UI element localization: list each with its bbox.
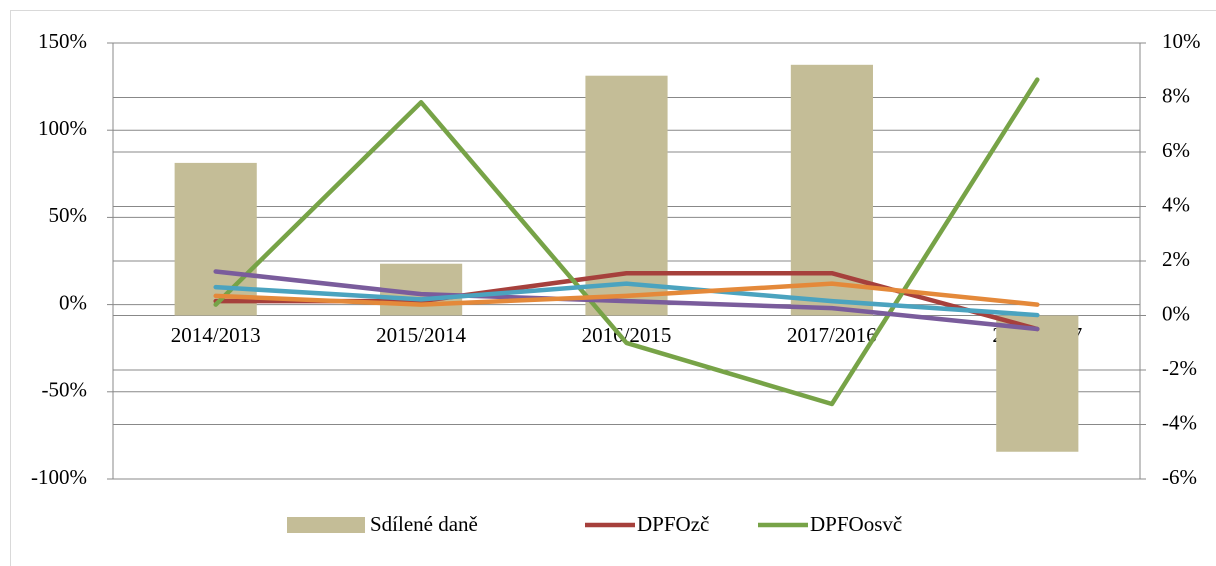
x-tick-label: 2015/2014 [376, 323, 466, 347]
y2-tick-label: 6% [1162, 138, 1190, 162]
bar [996, 315, 1079, 452]
y-tick-label: -50% [42, 378, 88, 402]
legend-label: DPFOzč [637, 512, 709, 536]
y-tick-label: -100% [31, 465, 87, 489]
y-tick-label: 100% [38, 116, 87, 140]
y-tick-label: 0% [59, 290, 87, 314]
y2-tick-label: -2% [1162, 356, 1197, 380]
bar [174, 162, 257, 316]
y2-tick-label: 8% [1162, 83, 1190, 107]
x-tick-label: 2014/2013 [171, 323, 261, 347]
y2-tick-label: 10% [1162, 29, 1201, 53]
legend-label: DPFOosvč [810, 512, 902, 536]
line-series [213, 269, 1040, 332]
bar [585, 75, 668, 316]
chart-frame [10, 10, 1216, 566]
legend-label: Sdílené daně [370, 512, 478, 536]
legend-swatch [287, 517, 365, 533]
x-tick-label: 2017/2016 [787, 323, 877, 347]
line-series [213, 77, 1040, 407]
y2-tick-label: -4% [1162, 410, 1197, 434]
y-tick-label: 50% [49, 203, 88, 227]
line-series [213, 281, 1040, 318]
y2-tick-label: 4% [1162, 192, 1190, 216]
y2-tick-label: 0% [1162, 301, 1190, 325]
bar [790, 64, 873, 316]
line-series [213, 281, 1040, 307]
y2-tick-label: 2% [1162, 247, 1190, 271]
y2-tick-label: -6% [1162, 465, 1197, 489]
y-tick-label: 150% [38, 29, 87, 53]
